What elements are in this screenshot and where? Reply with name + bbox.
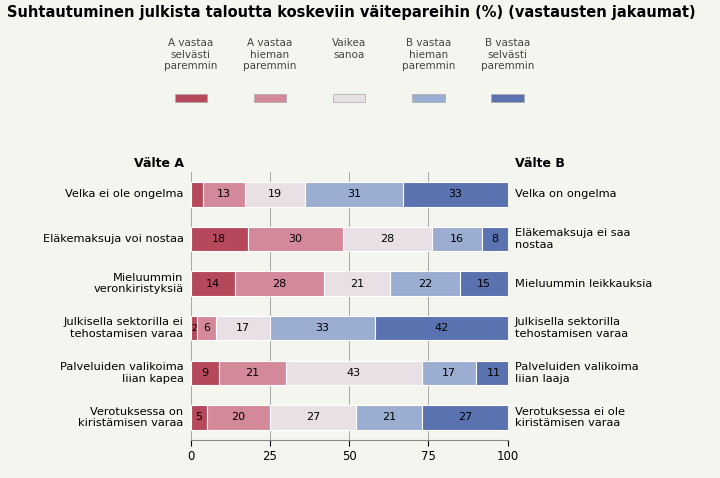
Bar [403,182,508,206]
Text: Verotuksessa on
kiristämisen varaa: Verotuksessa on kiristämisen varaa [78,407,184,428]
Text: Velka on ongelma: Velka on ongelma [515,189,616,199]
Text: Palveluiden valikoima
liian kapea: Palveluiden valikoima liian kapea [60,362,184,384]
Bar [390,272,460,296]
Text: Julkisella sektorilla
tehostamisen varaa: Julkisella sektorilla tehostamisen varaa [515,317,628,339]
Text: Suhtautuminen julkista taloutta koskeviin väitepareihin (%) (vastausten jakaumat: Suhtautuminen julkista taloutta koskevii… [7,5,696,20]
Text: 20: 20 [231,413,246,423]
Text: 21: 21 [350,279,364,289]
Bar [191,405,207,430]
Bar [476,360,510,385]
Text: 21: 21 [246,368,260,378]
Bar [207,405,270,430]
Text: 19: 19 [268,189,282,199]
Text: Eläkemaksuja ei saa
nostaa: Eläkemaksuja ei saa nostaa [515,228,630,250]
Text: Verotuksessa ei ole
kiristämisen varaa: Verotuksessa ei ole kiristämisen varaa [515,407,625,428]
Text: 8: 8 [491,234,498,244]
Text: Välte B: Välte B [515,157,564,170]
Bar [431,227,482,251]
Text: 42: 42 [434,323,448,333]
Bar [248,227,343,251]
Text: 33: 33 [449,189,462,199]
Text: 43: 43 [347,368,361,378]
Bar [220,360,286,385]
Text: 2: 2 [191,324,197,333]
Text: 18: 18 [212,234,226,244]
Bar [324,272,390,296]
Bar [286,360,422,385]
Bar [216,316,270,340]
Text: 17: 17 [442,368,456,378]
Text: 17: 17 [236,323,250,333]
Bar [374,316,508,340]
Bar [356,405,422,430]
Bar [460,272,508,296]
Bar [235,272,324,296]
Text: A vastaa
selvästi
paremmin: A vastaa selvästi paremmin [164,38,217,71]
Bar [197,316,216,340]
Text: 28: 28 [380,234,395,244]
Text: Velka ei ole ongelma: Velka ei ole ongelma [66,189,184,199]
Text: 6: 6 [203,323,210,333]
Bar [204,182,245,206]
Text: 9: 9 [202,368,209,378]
Bar [270,405,356,430]
Text: Vaikea
sanoa: Vaikea sanoa [332,38,366,60]
Text: 30: 30 [288,234,302,244]
Text: 13: 13 [217,189,231,199]
Bar [482,227,508,251]
Text: 27: 27 [306,413,320,423]
Text: 28: 28 [272,279,287,289]
Bar [191,182,204,206]
Bar [422,360,476,385]
Text: 27: 27 [458,413,472,423]
Bar [343,227,431,251]
Bar [191,360,220,385]
Bar [191,316,197,340]
Bar [191,272,235,296]
Text: 5: 5 [195,413,202,423]
Bar [270,316,374,340]
Text: Julkisella sektorilla ei
tehostamisen varaa: Julkisella sektorilla ei tehostamisen va… [64,317,184,339]
Text: A vastaa
hieman
paremmin: A vastaa hieman paremmin [243,38,297,71]
Text: 21: 21 [382,413,396,423]
Text: 11: 11 [486,368,500,378]
Text: B vastaa
hieman
paremmin: B vastaa hieman paremmin [402,38,455,71]
Bar [305,182,403,206]
Text: 33: 33 [315,323,329,333]
Text: 31: 31 [347,189,361,199]
Text: Palveluiden valikoima
liian laaja: Palveluiden valikoima liian laaja [515,362,639,384]
Text: Välte A: Välte A [134,157,184,170]
Text: B vastaa
selvästi
paremmin: B vastaa selvästi paremmin [481,38,534,71]
Bar [245,182,305,206]
Text: 22: 22 [418,279,432,289]
Text: 16: 16 [450,234,464,244]
Text: Eläkemaksuja voi nostaa: Eläkemaksuja voi nostaa [42,234,184,244]
Bar [422,405,508,430]
Text: 14: 14 [206,279,220,289]
Bar [191,227,248,251]
Text: 15: 15 [477,279,491,289]
Text: Mieluummin
veronkiristyksiä: Mieluummin veronkiristyksiä [94,273,184,294]
Text: Mieluummin leikkauksia: Mieluummin leikkauksia [515,279,652,289]
